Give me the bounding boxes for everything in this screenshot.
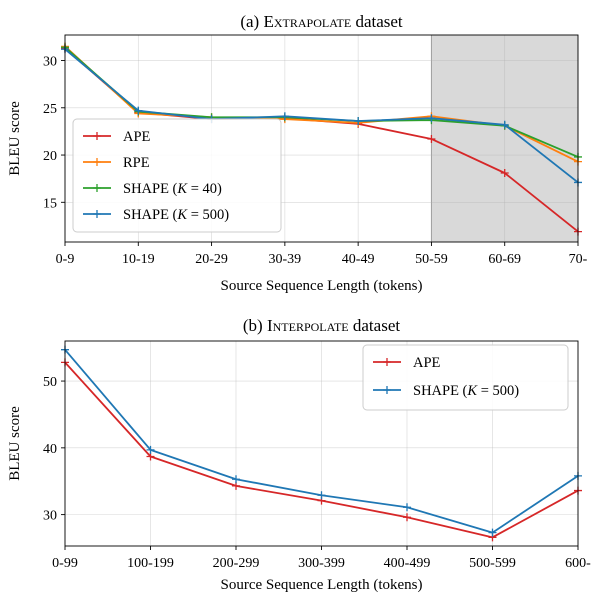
legend: APE SHAPE (K = 500) <box>362 344 569 411</box>
legend-text-part: = 500) <box>187 207 229 223</box>
data-point <box>403 503 411 512</box>
y-tick-label: 20 <box>43 149 57 164</box>
title-suffix: dataset <box>349 316 401 335</box>
title-smallcaps: Extrapolate <box>263 12 351 31</box>
y-axis-label: BLEU score <box>7 101 23 176</box>
legend-label: SHAPE (K = 500) <box>123 207 229 223</box>
title-prefix: (a) <box>240 12 263 31</box>
x-axis-label: Source Sequence Length (tokens) <box>220 577 422 593</box>
x-tick-label: 10-19 <box>122 252 155 267</box>
data-point <box>488 528 497 537</box>
legend-marker <box>93 132 101 140</box>
data-point <box>500 169 509 177</box>
y-tick-label: 30 <box>43 509 57 524</box>
legend-box <box>362 344 569 411</box>
legend-text-var: K <box>466 383 478 399</box>
x-tick-label: 30-39 <box>269 252 302 267</box>
legend-text-part: SHAPE ( <box>413 383 468 399</box>
chart-title: (a) Extrapolate dataset <box>240 12 403 31</box>
y-tick-label: 50 <box>43 375 57 390</box>
series-line-3 <box>64 48 579 184</box>
chart-interpolate: 0-99 100-199 200-299 300-399 400-499 500-599 6… <box>7 316 591 593</box>
x-tick-label: 20-29 <box>195 252 228 267</box>
x-tick-label: 0-99 <box>52 556 78 571</box>
x-tick-label: 400-499 <box>384 556 431 571</box>
title-smallcaps: Interpolate <box>267 316 349 335</box>
data-point <box>427 134 436 143</box>
y-axis-label: BLEU score <box>7 406 23 481</box>
x-axis-label: Source Sequence Length (tokens) <box>220 278 422 294</box>
x-tick-label: 600- <box>565 556 591 571</box>
y-tick-label: 30 <box>43 55 57 70</box>
legend-label: SHAPE (K = 500) <box>413 383 519 399</box>
data-point <box>280 112 289 121</box>
data-point <box>354 117 363 126</box>
x-tick-label: 50-59 <box>415 252 448 267</box>
legend-text-part: SHAPE ( <box>123 181 178 197</box>
y-tick-label: 15 <box>43 196 57 211</box>
title-prefix: (b) <box>243 316 267 335</box>
legend-text-var: K <box>176 181 188 197</box>
data-point <box>146 452 155 461</box>
legend-marker <box>383 386 391 394</box>
legend-label: RPE <box>123 155 150 171</box>
legend-text-part: = 40) <box>187 181 222 197</box>
x-tick-label: 0-9 <box>56 252 75 267</box>
x-tick-label: 40-49 <box>342 252 375 267</box>
data-point <box>500 120 509 129</box>
title-suffix: dataset <box>351 12 403 31</box>
axes-frame <box>64 34 579 243</box>
data-point <box>134 106 143 115</box>
legend-label: APE <box>123 129 151 145</box>
legend-marker <box>93 158 101 166</box>
legend-marker <box>93 184 101 192</box>
legend-label: APE <box>413 355 441 371</box>
legend-marker <box>93 210 101 218</box>
x-tick-label: 70- <box>569 252 588 267</box>
x-tick-label: 100-199 <box>127 556 174 571</box>
chart-title: (b) Interpolate dataset <box>243 316 400 335</box>
x-tick-label: 500-599 <box>469 556 516 571</box>
legend-text-var: K <box>176 207 188 223</box>
x-tick-label: 200-299 <box>213 556 260 571</box>
legend-text-part: SHAPE ( <box>123 207 178 223</box>
legend-text-part: = 500) <box>477 383 519 399</box>
x-tick-label: 300-399 <box>298 556 345 571</box>
y-tick-label: 40 <box>43 442 57 457</box>
chart-extrapolate: 0-9 10-19 20-29 30-39 40-49 50-59 60-69 70- 15 20… <box>7 12 588 294</box>
legend-box <box>72 118 282 233</box>
data-point <box>427 114 436 123</box>
data-point <box>232 475 240 484</box>
data-point <box>232 481 240 490</box>
data-point <box>146 445 155 454</box>
data-point <box>403 513 411 522</box>
y-tick-label: 25 <box>43 102 57 117</box>
legend-label: SHAPE (K = 40) <box>123 181 222 197</box>
data-point <box>317 491 326 500</box>
legend-marker <box>383 358 391 366</box>
x-tick-label: 60-69 <box>488 252 521 267</box>
